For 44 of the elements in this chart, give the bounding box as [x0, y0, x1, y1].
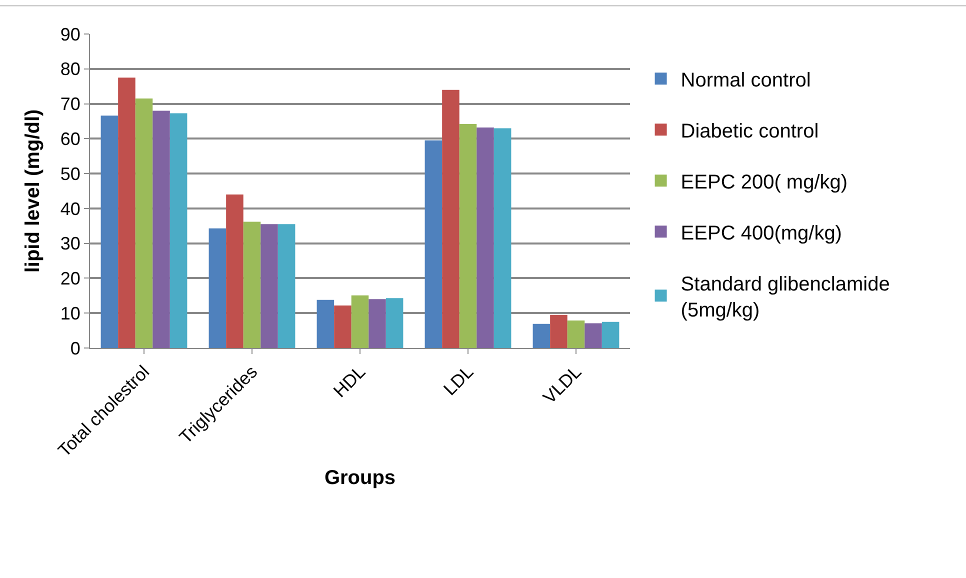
y-tick-label: 70 [60, 94, 80, 114]
bar [424, 140, 442, 348]
bar [368, 299, 386, 348]
y-tick-label: 80 [60, 59, 80, 80]
bar [118, 78, 136, 348]
y-axis-title: lipid level (mg/dl) [22, 109, 44, 273]
bar [532, 324, 550, 348]
y-tick-label: 30 [60, 234, 80, 254]
legend-label: Standard glibenclamide (5mg/kg) [680, 273, 890, 322]
legend-label: EEPC 200( mg/kg) [680, 171, 848, 194]
legend-label: EEPC 400(mg/kg) [680, 222, 842, 244]
bar [567, 320, 585, 348]
x-tick-label: HDL [330, 362, 370, 402]
bar [208, 228, 226, 348]
y-tick-label: 90 [60, 24, 80, 44]
bar [476, 128, 494, 348]
y-tick-label: 50 [60, 164, 80, 184]
bar [135, 98, 153, 348]
bar [386, 298, 404, 348]
bar [152, 110, 170, 348]
bar [550, 314, 568, 348]
bar [243, 222, 261, 348]
bar [260, 224, 278, 348]
bar [602, 322, 620, 348]
bar [278, 224, 296, 348]
legend-label: Normal control [680, 69, 811, 92]
bar [459, 124, 477, 348]
bar [494, 128, 512, 348]
legend-label: Diabetic control [680, 120, 819, 142]
bar [226, 194, 244, 348]
bar [316, 300, 334, 348]
bar [170, 113, 188, 348]
y-tick-label: 10 [60, 303, 80, 324]
bar [334, 305, 352, 348]
x-axis-title: Groups [324, 467, 396, 490]
bar [584, 323, 602, 348]
bar [100, 116, 118, 348]
y-tick-label: 20 [60, 268, 80, 289]
y-tick-label: 40 [60, 198, 80, 219]
bar [442, 90, 460, 348]
y-tick-label: 60 [60, 128, 80, 149]
x-tick-label: LDL [440, 362, 478, 400]
bar [351, 295, 369, 348]
y-tick-label: 0 [70, 338, 80, 358]
